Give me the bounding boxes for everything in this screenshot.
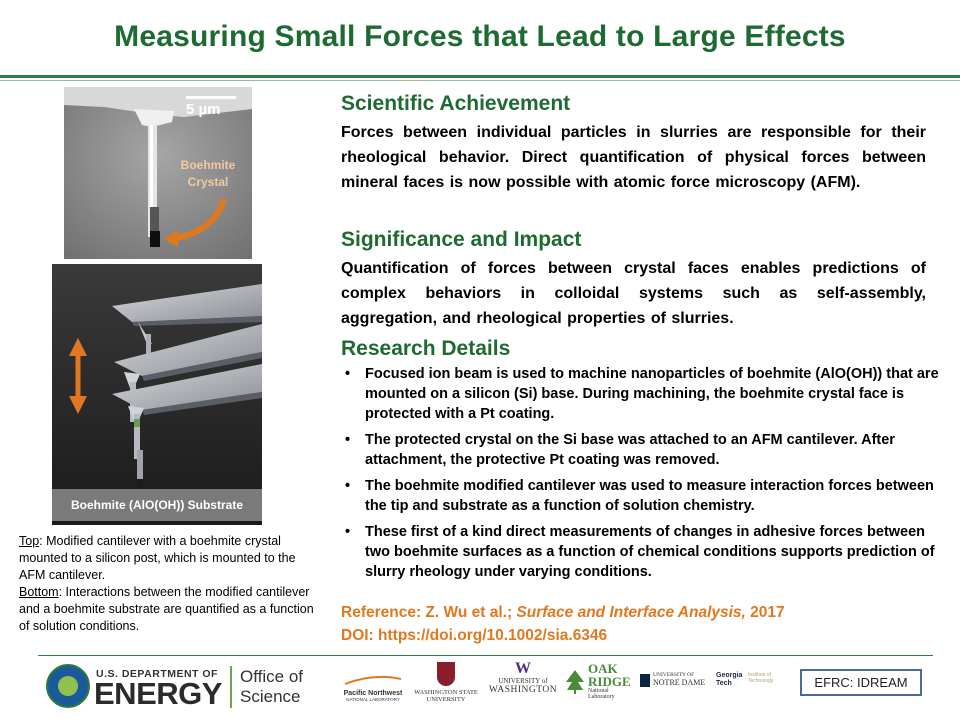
journal-name: Surface and Interface Analysis, xyxy=(516,604,746,621)
bullet-dot: • xyxy=(345,524,351,540)
cantilever-rendering-image: Boehmite (AlO(OH)) Substrate xyxy=(52,264,262,525)
bullet-item: • The protected crystal on the Si base wa… xyxy=(345,432,895,468)
title-rule-thin xyxy=(0,80,960,81)
page-title: Measuring Small Forces that Lead to Larg… xyxy=(114,20,846,53)
bullet-item: • The boehmite modified cantilever was us… xyxy=(345,478,934,514)
achievement-heading: Scientific Achievement xyxy=(341,92,571,115)
caption-bottom-text: : Interactions between the modified cant… xyxy=(19,585,314,633)
boehmite-crystal-label: Boehmite Crystal xyxy=(180,158,236,189)
details-bullet-list: • Focused ion beam is used to machine nan… xyxy=(341,364,941,588)
cantilever-rendering-drawing xyxy=(52,264,262,525)
reference-line: Reference: Z. Wu et al.; Surface and Int… xyxy=(341,604,785,621)
doe-divider xyxy=(230,666,232,708)
bullet-dot: • xyxy=(345,478,351,494)
title-rule xyxy=(0,75,960,78)
bullet-dot: • xyxy=(345,432,351,448)
details-heading: Research Details xyxy=(341,337,511,360)
achievement-text: Forces between individual particles in s… xyxy=(341,124,926,191)
sem-micrograph-image: 5 µm Boehmite Crystal xyxy=(64,87,252,259)
doe-big-text: ENERGY xyxy=(94,676,222,711)
figure-caption: Top: Modified cantilever with a boehmite… xyxy=(19,533,324,635)
doe-small-text: U.S. DEPARTMENT OF xyxy=(96,668,218,680)
footer-rule xyxy=(38,655,933,656)
uw-logo: W UNIVERSITY of WASHINGTON xyxy=(486,660,560,696)
pnnl-logo: Pacific Northwest NATIONAL LABORATORY xyxy=(334,672,412,702)
sem-micrograph-drawing xyxy=(64,87,252,259)
notre-dame-logo: UNIVERSITY OF NOTRE DAME xyxy=(640,672,716,687)
efrc-badge: EFRC: IDREAM xyxy=(800,669,922,696)
bullet-item: • These first of a kind direct measuremen… xyxy=(345,524,935,580)
significance-text: Quantification of forces between crystal… xyxy=(341,260,926,327)
doi-link[interactable]: DOI: https://doi.org/10.1002/sia.6346 xyxy=(341,627,608,644)
wsu-logo: WASHINGTON STATE UNIVERSITY xyxy=(410,662,482,703)
pnnl-swoosh-icon xyxy=(344,675,402,685)
caption-top-text: : Modified cantilever with a boehmite cr… xyxy=(19,534,296,582)
doe-seal-icon xyxy=(46,664,90,708)
substrate-label: Boehmite (AlO(OH)) Substrate xyxy=(52,489,262,521)
uw-w-icon: W xyxy=(515,660,531,677)
caption-bottom-label: Bottom xyxy=(19,585,59,599)
scale-bar xyxy=(186,96,236,99)
significance-heading: Significance and Impact xyxy=(341,228,582,251)
caption-top-label: Top xyxy=(19,534,40,548)
bullet-dot: • xyxy=(345,366,351,382)
ornl-logo: OAK RIDGE National Laboratory xyxy=(564,662,636,700)
wsu-shield-icon xyxy=(437,662,455,686)
georgia-tech-logo: Georgia Tech Institute of Technology xyxy=(716,672,774,687)
ornl-tree-icon xyxy=(564,668,586,694)
bullet-item: • Focused ion beam is used to machine nan… xyxy=(345,366,939,422)
office-of-science: Office of Science xyxy=(240,667,303,706)
nd-shield-icon xyxy=(640,674,650,687)
scale-label: 5 µm xyxy=(186,101,221,118)
